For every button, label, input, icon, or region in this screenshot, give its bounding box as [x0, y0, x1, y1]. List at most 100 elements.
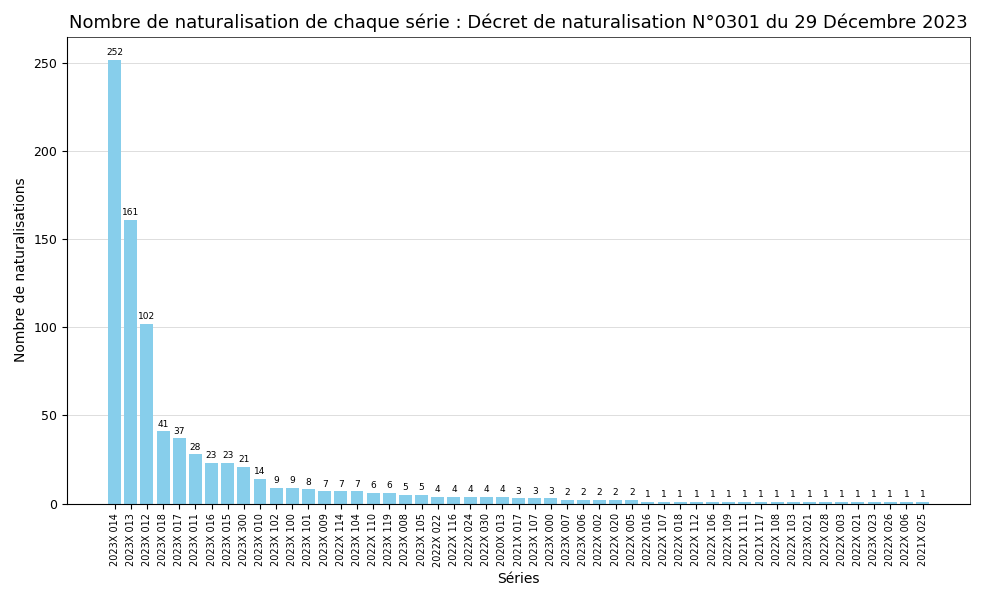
Text: 3: 3: [532, 487, 537, 496]
Bar: [350, 491, 363, 503]
Bar: [851, 502, 864, 503]
Text: 1: 1: [694, 490, 700, 499]
Text: 28: 28: [190, 443, 201, 452]
Text: 21: 21: [238, 455, 250, 464]
Text: 37: 37: [173, 427, 185, 436]
Bar: [916, 502, 929, 503]
Text: 1: 1: [823, 490, 829, 499]
Bar: [787, 502, 800, 503]
Title: Nombre de naturalisation de chaque série : Décret de naturalisation N°0301 du 29: Nombre de naturalisation de chaque série…: [69, 14, 968, 32]
Bar: [221, 463, 234, 503]
Text: 102: 102: [139, 312, 155, 321]
Bar: [657, 502, 670, 503]
Text: 5: 5: [402, 483, 408, 492]
Bar: [900, 502, 913, 503]
Bar: [625, 500, 639, 503]
Bar: [124, 220, 137, 503]
Text: 14: 14: [254, 467, 266, 476]
Bar: [738, 502, 752, 503]
Bar: [642, 502, 654, 503]
Text: 4: 4: [451, 485, 457, 494]
Text: 161: 161: [122, 208, 140, 217]
Bar: [189, 454, 202, 503]
Bar: [835, 502, 848, 503]
Bar: [399, 495, 412, 503]
Bar: [496, 497, 509, 503]
Text: 2: 2: [613, 488, 618, 497]
Bar: [674, 502, 687, 503]
Bar: [544, 498, 557, 503]
Text: 1: 1: [742, 490, 748, 499]
Text: 9: 9: [289, 476, 295, 485]
Text: 1: 1: [871, 490, 877, 499]
Bar: [318, 491, 331, 503]
Text: 2: 2: [581, 488, 586, 497]
Text: 1: 1: [888, 490, 893, 499]
Text: 8: 8: [306, 478, 311, 487]
Text: 1: 1: [726, 490, 731, 499]
Bar: [367, 493, 380, 503]
Bar: [237, 467, 250, 503]
Text: 23: 23: [222, 451, 233, 460]
Bar: [884, 502, 896, 503]
Y-axis label: Nombre de naturalisations: Nombre de naturalisations: [14, 178, 28, 362]
Text: 1: 1: [661, 490, 667, 499]
Bar: [431, 497, 444, 503]
X-axis label: Séries: Séries: [497, 572, 540, 586]
Text: 4: 4: [500, 485, 505, 494]
Bar: [803, 502, 816, 503]
Text: 4: 4: [467, 485, 473, 494]
Bar: [480, 497, 493, 503]
Bar: [286, 488, 299, 503]
Bar: [690, 502, 703, 503]
Bar: [593, 500, 606, 503]
Bar: [561, 500, 574, 503]
Text: 1: 1: [758, 490, 764, 499]
Text: 4: 4: [483, 485, 489, 494]
Text: 7: 7: [338, 479, 343, 488]
Text: 1: 1: [709, 490, 715, 499]
Text: 5: 5: [419, 483, 424, 492]
Bar: [156, 431, 169, 503]
Bar: [868, 502, 881, 503]
Text: 6: 6: [370, 481, 376, 490]
Bar: [173, 439, 186, 503]
Text: 3: 3: [516, 487, 522, 496]
Text: 41: 41: [157, 420, 168, 429]
Bar: [108, 59, 121, 503]
Bar: [415, 495, 428, 503]
Text: 252: 252: [106, 48, 123, 57]
Bar: [205, 463, 218, 503]
Bar: [302, 490, 315, 503]
Text: 7: 7: [322, 479, 328, 488]
Bar: [770, 502, 783, 503]
Bar: [819, 502, 832, 503]
Text: 2: 2: [596, 488, 602, 497]
Text: 3: 3: [548, 487, 554, 496]
Text: 1: 1: [774, 490, 780, 499]
Bar: [528, 498, 541, 503]
Text: 2: 2: [564, 488, 570, 497]
Text: 2: 2: [629, 488, 635, 497]
Bar: [383, 493, 396, 503]
Bar: [609, 500, 622, 503]
Bar: [512, 498, 525, 503]
Bar: [254, 479, 267, 503]
Text: 1: 1: [677, 490, 683, 499]
Bar: [577, 500, 589, 503]
Text: 4: 4: [435, 485, 441, 494]
Bar: [755, 502, 768, 503]
Text: 1: 1: [839, 490, 844, 499]
Text: 1: 1: [920, 490, 926, 499]
Text: 1: 1: [645, 490, 650, 499]
Text: 9: 9: [274, 476, 279, 485]
Text: 7: 7: [354, 479, 360, 488]
Bar: [141, 324, 154, 503]
Bar: [335, 491, 347, 503]
Bar: [722, 502, 735, 503]
Bar: [270, 488, 282, 503]
Bar: [707, 502, 719, 503]
Text: 1: 1: [807, 490, 813, 499]
Bar: [463, 497, 476, 503]
Text: 23: 23: [206, 451, 217, 460]
